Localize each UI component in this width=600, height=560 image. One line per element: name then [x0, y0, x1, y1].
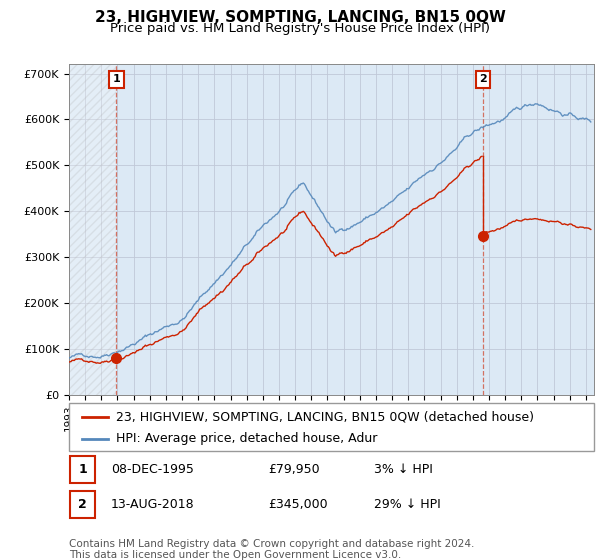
Text: 2: 2 [78, 498, 87, 511]
Text: 1: 1 [112, 74, 120, 84]
Text: 13-AUG-2018: 13-AUG-2018 [111, 498, 194, 511]
Text: £79,950: £79,950 [269, 463, 320, 476]
Text: £345,000: £345,000 [269, 498, 328, 511]
Bar [70, 492, 95, 518]
Text: Contains HM Land Registry data © Crown copyright and database right 2024.
This d: Contains HM Land Registry data © Crown c… [69, 539, 475, 560]
Text: Price paid vs. HM Land Registry's House Price Index (HPI): Price paid vs. HM Land Registry's House … [110, 22, 490, 35]
Bar [69, 64, 116, 395]
Text: 29% ↓ HPI: 29% ↓ HPI [373, 498, 440, 511]
Text: 1: 1 [78, 463, 87, 476]
Text: 23, HIGHVIEW, SOMPTING, LANCING, BN15 0QW: 23, HIGHVIEW, SOMPTING, LANCING, BN15 0Q… [95, 10, 505, 25]
Text: HPI: Average price, detached house, Adur: HPI: Average price, detached house, Adur [116, 432, 377, 445]
Text: 08-DEC-1995: 08-DEC-1995 [111, 463, 194, 476]
Text: 23, HIGHVIEW, SOMPTING, LANCING, BN15 0QW (detached house): 23, HIGHVIEW, SOMPTING, LANCING, BN15 0Q… [116, 410, 534, 423]
Bar [70, 456, 95, 483]
Text: 2: 2 [479, 74, 487, 84]
Text: 3% ↓ HPI: 3% ↓ HPI [373, 463, 433, 476]
